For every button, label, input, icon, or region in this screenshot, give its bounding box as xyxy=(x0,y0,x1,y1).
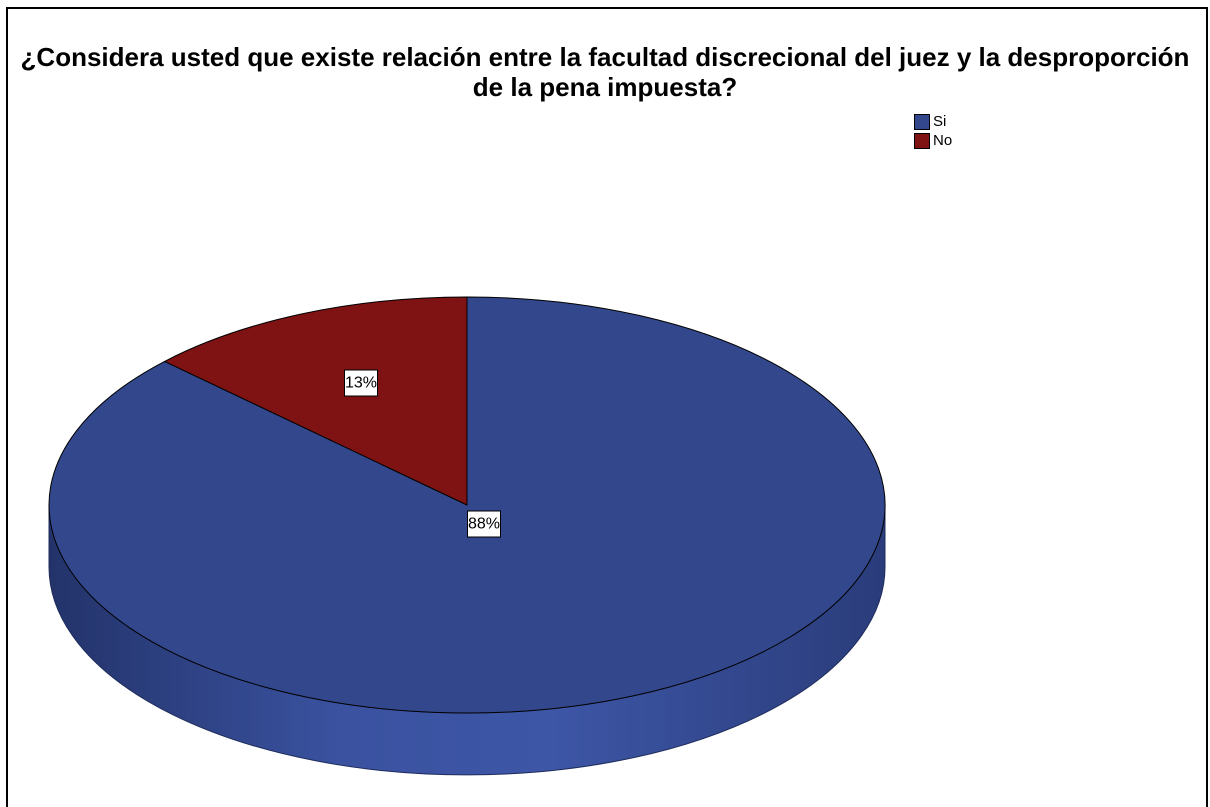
pie-slice-si xyxy=(48,296,886,714)
legend-label-no: No xyxy=(933,132,953,149)
legend-swatch-no xyxy=(914,132,930,149)
legend-item-no: No xyxy=(914,131,952,150)
legend: Si No xyxy=(914,112,952,150)
legend-item-si: Si xyxy=(914,112,952,131)
pie-slice-no xyxy=(163,296,468,506)
svg-text:88%: 88% xyxy=(468,516,500,533)
data-label-si: 88% xyxy=(467,510,501,538)
legend-label-si: Si xyxy=(933,113,947,130)
chart-title: ¿Considera usted que existe relación ent… xyxy=(20,42,1190,102)
svg-text:13%: 13% xyxy=(345,375,377,392)
data-label-no: 13% xyxy=(344,369,378,397)
legend-swatch-si xyxy=(914,113,930,130)
